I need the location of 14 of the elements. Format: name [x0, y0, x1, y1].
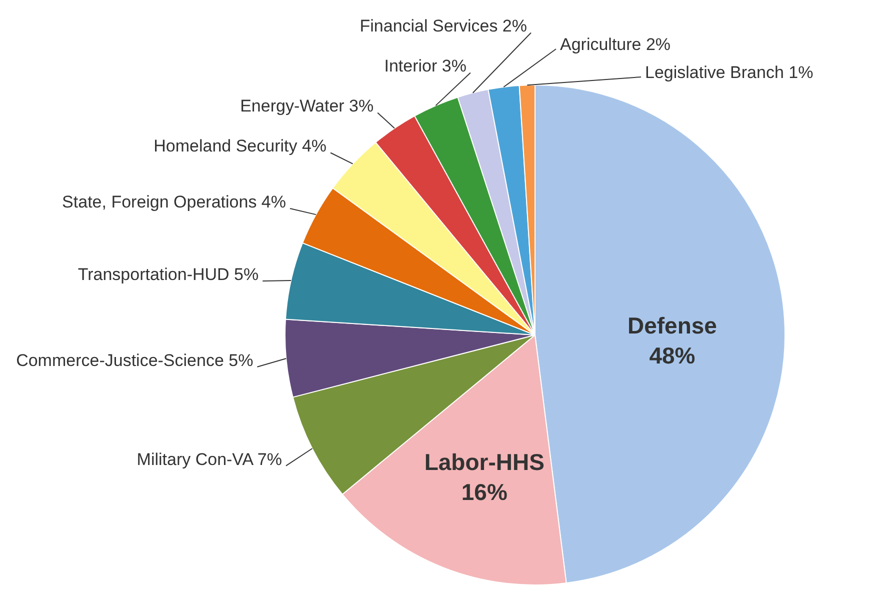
slice-label: Energy-Water 3%	[240, 96, 374, 116]
data-label: 48%	[649, 342, 696, 368]
slice-label: Labor-HHS	[424, 448, 544, 475]
slice-label: State, Foreign Operations 4%	[62, 192, 286, 212]
slice-label: Defense	[627, 312, 717, 338]
slice-label: Military Con-VA 7%	[136, 450, 282, 469]
slice-label: Financial Services 2%	[360, 16, 527, 36]
slice-label: Transportation-HUD 5%	[78, 265, 259, 284]
slice-label: Commerce-Justice-Science 5%	[16, 350, 254, 370]
slice-label: Homeland Security 4%	[154, 136, 327, 156]
slice-label: Agriculture 2%	[560, 35, 671, 54]
slice-label: Legislative Branch 1%	[645, 63, 814, 82]
slice-label: Interior 3%	[384, 56, 466, 76]
data-label: 16%	[461, 478, 508, 505]
